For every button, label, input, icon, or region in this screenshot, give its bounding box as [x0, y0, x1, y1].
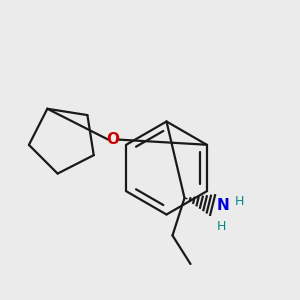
Text: O: O	[106, 132, 119, 147]
Text: N: N	[217, 198, 230, 213]
Text: H: H	[217, 220, 226, 233]
Text: H: H	[235, 195, 244, 208]
